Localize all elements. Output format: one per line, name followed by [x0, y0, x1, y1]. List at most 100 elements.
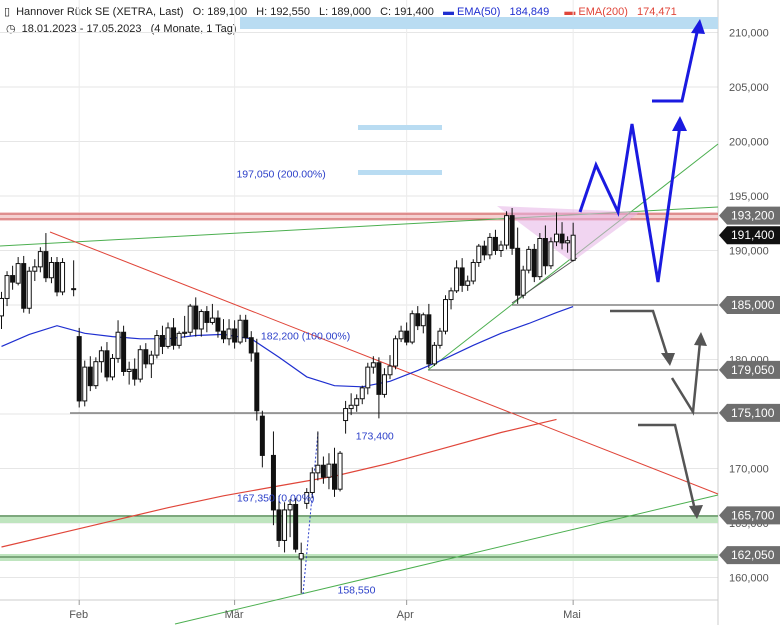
candle-body — [337, 452, 343, 490]
x-tick-label: Mai — [563, 609, 581, 621]
candle-body — [426, 314, 432, 365]
price-tag-label: 165,700 — [731, 508, 775, 522]
candle-body — [21, 263, 27, 309]
candle-body — [515, 247, 521, 296]
price-tag — [719, 360, 780, 379]
candle-body — [531, 248, 537, 278]
candle-body — [520, 269, 526, 296]
fib-line — [302, 431, 319, 595]
price-tag-label: 175,100 — [731, 406, 775, 420]
price-tag — [719, 206, 780, 225]
candle-body — [437, 330, 443, 346]
resistance-zone — [0, 212, 718, 221]
candle-body — [326, 463, 332, 478]
open-value: O: 189,100 — [192, 6, 248, 18]
candle-body — [570, 234, 576, 261]
annotations: 197,050 (200.00%) 182,200 (100.00%) 173,40… — [236, 169, 393, 597]
blue-zigzag-arrow — [578, 123, 682, 283]
candle-body — [481, 245, 487, 256]
high-value: H: 192,550 — [256, 6, 310, 18]
candle-body — [43, 251, 49, 279]
ema50-path — [1, 306, 574, 388]
candle-body — [243, 319, 249, 339]
candle-body — [76, 336, 82, 402]
candle-body — [415, 313, 421, 327]
price-tag — [719, 296, 780, 314]
candlestick-icon: ▯ — [4, 6, 11, 18]
blue-target-arrow — [652, 27, 700, 103]
price-tag — [719, 403, 780, 422]
candle-body — [448, 290, 454, 301]
candle-body — [270, 454, 276, 511]
low-value: L: 189,000 — [319, 6, 372, 18]
candle-body — [171, 327, 177, 346]
y-tick-label: 195,000 — [729, 191, 769, 203]
trendline-red — [49, 231, 719, 495]
candle-body — [193, 305, 199, 330]
candle-body — [148, 354, 154, 365]
candle-body — [104, 350, 110, 378]
candle-body — [98, 350, 104, 363]
candle-body — [315, 464, 321, 474]
y-tick-label: 200,000 — [729, 137, 769, 149]
candle-body — [548, 241, 554, 267]
candle-body — [15, 263, 21, 284]
candle-body — [309, 472, 315, 493]
candle-body — [0, 297, 4, 317]
y-tick-label: 205,000 — [729, 82, 769, 94]
y-tick-label: 210,000 — [729, 28, 769, 40]
candle-body — [565, 240, 571, 244]
candle-body — [332, 463, 337, 490]
candle-body — [259, 415, 265, 456]
fib-annotation: 197,050 (200.00%) — [236, 169, 325, 181]
candle-body — [376, 362, 382, 395]
candle-body — [126, 368, 132, 372]
candle-body — [82, 366, 88, 402]
candle-body — [498, 244, 504, 252]
candle-body — [143, 349, 149, 365]
candle-body — [204, 311, 210, 323]
candle-body — [365, 366, 371, 389]
candle-body — [359, 387, 365, 400]
candle-body — [509, 215, 515, 249]
candle-body — [198, 311, 204, 330]
candle-body — [554, 233, 559, 243]
x-tick-label: Feb — [69, 609, 88, 621]
price-tag-label: 162,050 — [731, 548, 775, 562]
ema200-line — [1, 418, 557, 548]
fib-annotation: 158,550 — [338, 584, 376, 596]
candle-body — [4, 275, 10, 299]
candle-body — [121, 331, 127, 372]
candle-body — [215, 317, 221, 332]
x-tick-label: Apr — [397, 609, 414, 621]
ema200-legend: ▬ EMA(200) 174,471 — [564, 6, 677, 18]
candle-body — [381, 374, 387, 395]
candle-body — [26, 270, 32, 309]
ema50-legend: ▬ EMA(50) 184,849 — [442, 6, 550, 18]
chart-header: ▯ Hannover Rück SE (XETRA, Last) O: 189,1… — [4, 5, 689, 18]
candle-body — [320, 464, 326, 478]
candle-body — [232, 328, 238, 343]
price-tag-label: 193,200 — [731, 209, 775, 223]
target-zone-197 — [358, 170, 442, 175]
candle-body — [287, 503, 293, 511]
candle-body — [10, 275, 16, 283]
instrument-label: Hannover Rück SE (XETRA, Last) — [16, 6, 184, 18]
candle-body — [248, 337, 254, 354]
candle-body — [282, 509, 288, 541]
candle-body — [182, 331, 188, 334]
grid — [0, 0, 719, 625]
candle-body — [476, 245, 482, 263]
candle-body — [221, 330, 226, 340]
candle-body — [87, 366, 93, 387]
fib-annotation: 167,350 (0.00%) — [237, 492, 315, 504]
candle-body — [298, 553, 304, 560]
candle-body — [398, 330, 404, 340]
grey-arrow-up — [670, 341, 702, 416]
scenario-arrows — [578, 19, 707, 519]
price-tag — [719, 506, 780, 525]
candle-body — [137, 349, 143, 380]
grey-arrow-down-2 — [638, 423, 697, 511]
price-tag-label: 191,400 — [731, 228, 775, 242]
